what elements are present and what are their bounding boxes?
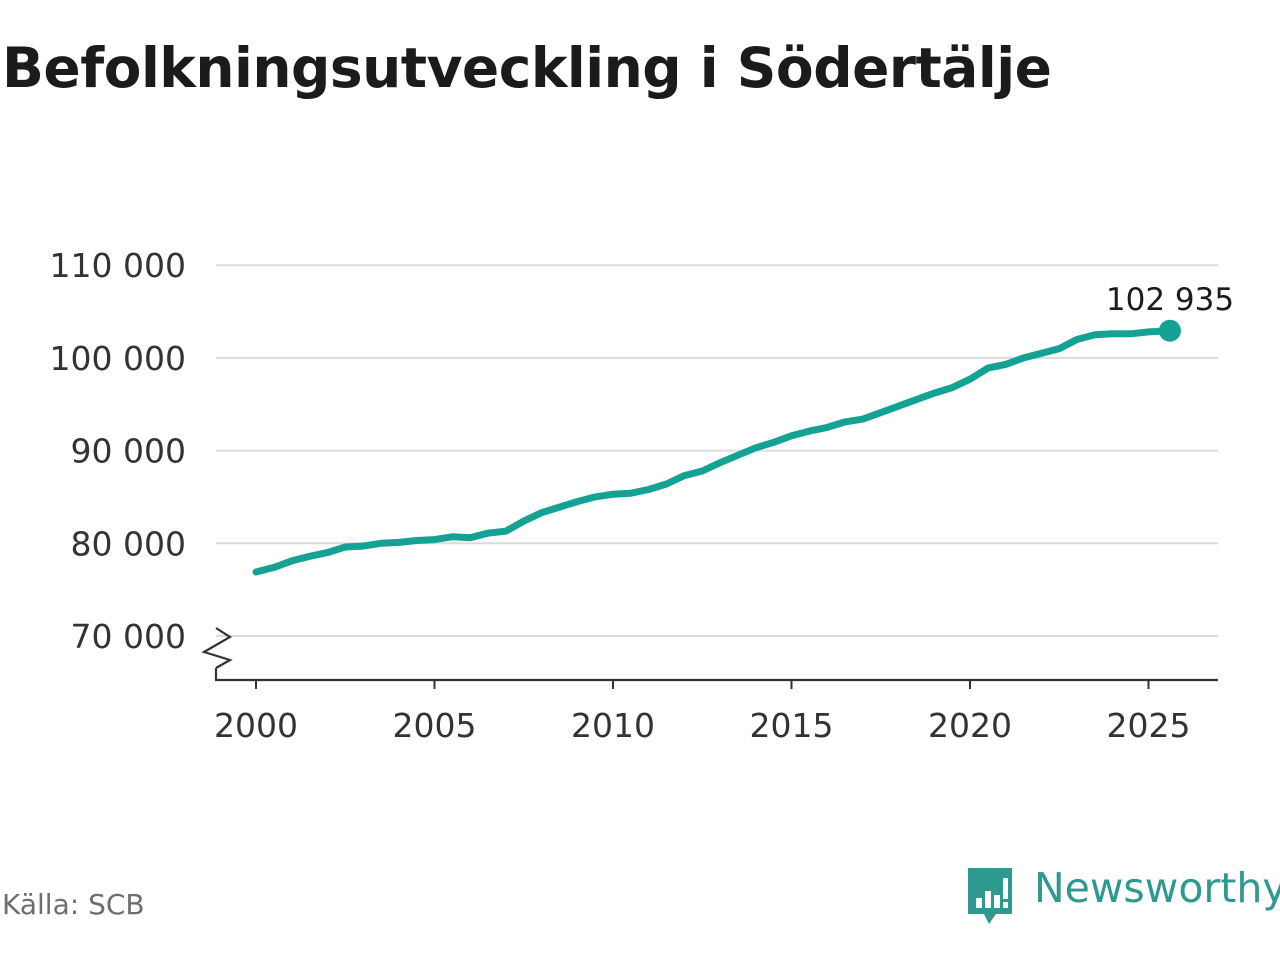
brand-logo: Newsworthy	[962, 862, 1280, 932]
y-tick-label: 70 000	[71, 617, 186, 656]
x-tick-label: 2010	[571, 706, 655, 745]
x-axis: 2000 2005 2010 2015 2020 2025	[214, 678, 1218, 745]
x-tick-label: 2025	[1107, 706, 1191, 745]
x-tick-label: 2000	[214, 706, 298, 745]
endpoint-value-label: 102 935	[1106, 282, 1234, 318]
axis-break-icon	[201, 627, 233, 669]
series-layer: 102 935	[252, 282, 1234, 576]
source-note: Källa: SCB	[2, 888, 145, 921]
y-tick-label: 90 000	[71, 432, 186, 471]
x-tick-label: 2020	[928, 706, 1012, 745]
y-tick-label: 100 000	[50, 339, 186, 378]
gridlines	[216, 264, 1218, 637]
x-tick-label: 2015	[750, 706, 834, 745]
x-tick-label: 2005	[393, 706, 477, 745]
y-tick-label: 80 000	[71, 524, 186, 563]
brand-name: Newsworthy	[1034, 864, 1280, 912]
y-axis: 70 000 80 000 90 000 100 000 110 000	[50, 246, 233, 680]
population-line	[252, 327, 1174, 576]
y-tick-label: 110 000	[50, 246, 186, 285]
bar-chart-speech-bubble-icon	[968, 868, 1012, 924]
chart-title: Befolkningsutveckling i Södertälje	[2, 36, 1052, 100]
endpoint-marker	[1158, 319, 1181, 342]
